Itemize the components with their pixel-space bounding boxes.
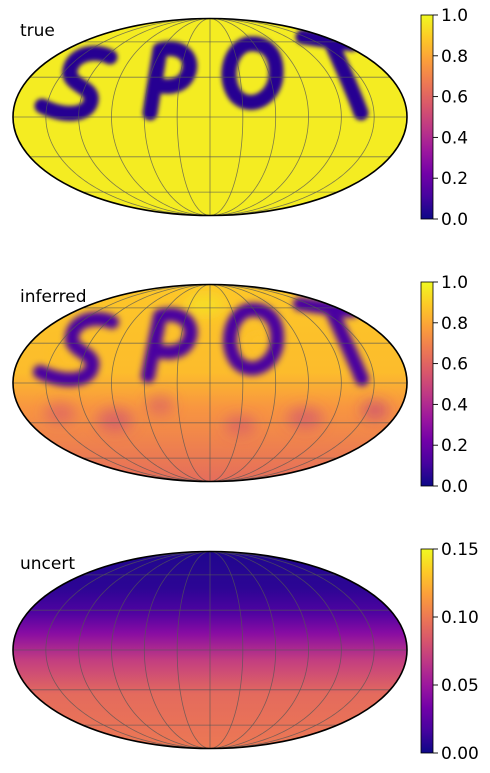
panel-inferred: inferred 0 <box>12 273 468 497</box>
colorbar-tick-label: 0.6 <box>441 88 468 108</box>
patch <box>287 407 323 429</box>
patch <box>97 408 133 432</box>
panel-true: true 0.0 0.2 0.4 0.6 0.8 1.0 <box>12 6 468 230</box>
patch <box>361 400 389 420</box>
colorbar-uncert: 0.00 0.05 0.10 0.15 <box>420 540 479 764</box>
colorbar-tick-label: 0.4 <box>441 395 468 415</box>
map-outline-inferred <box>12 283 408 483</box>
patch <box>44 402 76 424</box>
colorbar-tick-label: 0.0 <box>441 210 468 230</box>
panel-uncert: uncert 0.00 0.05 0.10 0.15 <box>12 540 479 764</box>
colorbar-inferred: 0.0 0.2 0.4 0.6 0.8 1.0 <box>420 273 468 497</box>
panel-title-uncert: uncert <box>20 554 75 574</box>
map-outline-true <box>12 17 408 217</box>
graticule-true <box>13 18 407 216</box>
colorbar-tick-label: 0.10 <box>441 608 479 628</box>
colorbar-tick-label: 1.0 <box>441 273 468 293</box>
letter-o-inferred <box>222 302 285 376</box>
spot-letters-true <box>34 29 369 121</box>
colorbar-tick-label: 0.4 <box>441 128 468 148</box>
map-outline-uncert <box>12 550 408 750</box>
panel-title-true: true <box>20 21 55 41</box>
colorbar-tick-label: 0.2 <box>441 436 468 456</box>
letter-p-true <box>142 41 198 121</box>
panel-title-inferred: inferred <box>20 287 87 307</box>
letter-p-inferred <box>141 307 198 383</box>
colorbar-tick-label: 1.0 <box>441 6 468 26</box>
letter-o-true <box>221 36 284 110</box>
patch <box>146 395 174 415</box>
colorbar-tick-label: 0.0 <box>441 477 468 497</box>
colorbar-true: 0.0 0.2 0.4 0.6 0.8 1.0 <box>420 6 468 230</box>
colorbar-tick-label: 0.2 <box>441 169 468 189</box>
patch <box>246 335 274 355</box>
spot-letters-inferred <box>33 297 369 387</box>
patch <box>185 295 225 315</box>
colorbar-tick-label: 0.8 <box>441 314 468 334</box>
colorbar-tick-label: 0.6 <box>441 355 468 375</box>
colorbar-tick-label: 0.15 <box>441 540 479 560</box>
letter-s-true <box>34 45 118 121</box>
colorbar-uncert-bar <box>420 548 434 754</box>
colorbar-inferred-bar <box>420 281 434 487</box>
colorbar-true-bar <box>420 14 434 220</box>
graticule-inferred <box>13 284 407 482</box>
colorbar-tick-label: 0.00 <box>441 744 479 764</box>
colorbar-tick-label: 0.05 <box>441 676 479 696</box>
mottled-patches-inferred <box>44 295 389 435</box>
graticule-uncert <box>13 551 407 749</box>
colorbar-tick-label: 0.8 <box>441 47 468 67</box>
